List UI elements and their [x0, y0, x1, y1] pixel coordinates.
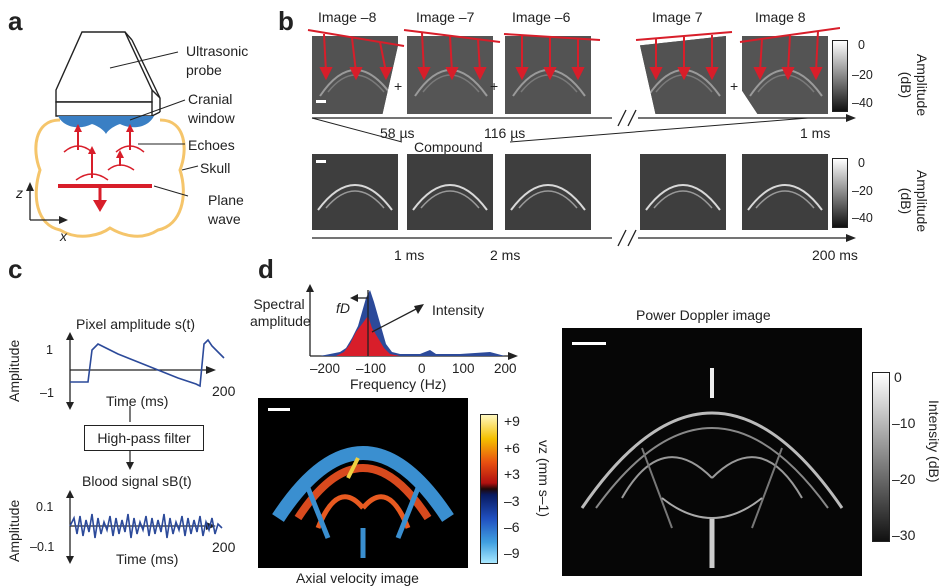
time-label-1: Time (ms) [106, 393, 169, 409]
us-image-bottom-1 [312, 154, 398, 230]
label-plane-wave: Plane wave [208, 192, 244, 227]
ytick-01: 0.1 [36, 500, 54, 514]
power-doppler-title: Power Doppler image [636, 307, 771, 323]
pixel-signal-line [70, 338, 225, 388]
intensity-label: Intensity [432, 302, 485, 318]
axis-label-z: z [16, 185, 23, 201]
fd-label: fD [336, 300, 350, 316]
intensity-colorbar [872, 372, 890, 542]
spectrum-plot [306, 284, 518, 360]
plus-sign-2: + [490, 78, 499, 94]
us-image-bottom-5 [742, 154, 828, 230]
axial-velocity-label: Axial velocity image [296, 570, 419, 586]
pixel-amplitude-plot [66, 332, 225, 410]
image-label-m6: Image –6 [512, 9, 571, 25]
freq-tick-100: 100 [452, 361, 475, 376]
image-label-m7: Image –7 [416, 9, 475, 25]
frequency-axis-label: Frequency (Hz) [350, 376, 447, 392]
tilted-wave-arrows [307, 27, 840, 81]
us-image-bottom-4 [640, 154, 726, 230]
time-label-2: Time (ms) [116, 551, 179, 567]
amplitude-colorbar-bottom [832, 158, 848, 228]
image-label-7: Image 7 [652, 9, 703, 25]
panel-letter-d: d [258, 254, 274, 284]
time-1ms-top: 1 ms [800, 125, 831, 141]
freq-tick-200: 200 [494, 361, 517, 376]
blood-signal-line [69, 513, 223, 539]
freq-tick-m200: –200 [310, 361, 341, 376]
freq-tick-0: 0 [418, 361, 426, 376]
pixel-amplitude-title: Pixel amplitude s(t) [76, 316, 196, 332]
label-cranial-window: Cranial window [188, 91, 235, 126]
cbar-bottom-tick-0: 0 [858, 156, 865, 170]
int-tick-m20: –20 [892, 471, 916, 487]
cbar-top-label: Amplitude (dB) [898, 53, 930, 117]
time-116us: 116 µs [484, 125, 526, 141]
cbar-top-tick-20: –20 [852, 68, 873, 82]
vel-tick-m3: –3 [504, 493, 520, 509]
panel-letter-b: b [278, 6, 294, 36]
filter-connectors [126, 406, 134, 470]
timeline-bottom [312, 229, 856, 247]
power-doppler-image [562, 328, 862, 576]
us-image-bottom-3 [505, 154, 591, 230]
label-skull: Skull [200, 160, 231, 176]
cbar-top-tick-0: 0 [858, 38, 865, 52]
timeline-top [311, 109, 856, 143]
int-tick-m10: –10 [892, 415, 916, 431]
velocity-colorbar-label: vz (mm s–1) [536, 440, 552, 517]
cranial-window [58, 116, 154, 134]
time-200ms: 200 ms [812, 247, 858, 263]
cbar-bottom-tick-40: –40 [852, 211, 873, 225]
axis-label-x: x [60, 228, 67, 244]
amplitude-colorbar-top [832, 40, 848, 112]
panel-letter-c: c [8, 254, 23, 284]
xtick-200-2: 200 [212, 539, 236, 555]
cbar-top-tick-40: –40 [852, 96, 873, 110]
intensity-colorbar-label: Intensity (dB) [926, 400, 942, 483]
velocity-colorbar [480, 414, 498, 564]
amplitude-ylabel-2: Amplitude [6, 499, 22, 562]
us-image-bottom-2 [407, 154, 493, 230]
int-tick-m30: –30 [892, 527, 916, 543]
cbar-bottom-label: Amplitude (dB) [898, 169, 930, 233]
xtick-200-1: 200 [212, 383, 236, 399]
probe-diagram [26, 31, 199, 238]
spectral-amplitude-label: Spectral amplitude [250, 296, 311, 329]
label-ultrasonic-probe: Ultrasonic probe [186, 43, 249, 78]
ytick-m1: –1 [40, 386, 54, 400]
image-label-m8: Image –8 [318, 9, 377, 25]
ytick-1: 1 [46, 343, 53, 357]
panel-letter-a: a [8, 6, 23, 36]
freq-tick-m100: –100 [356, 361, 387, 376]
blood-signal-title: Blood signal sB(t) [82, 473, 192, 489]
label-echoes: Echoes [188, 137, 235, 153]
plus-sign-1: + [394, 78, 403, 94]
time-58us: 58 µs [380, 125, 415, 141]
vel-tick-p6: +6 [504, 440, 520, 456]
time-1ms-bottom: 1 ms [394, 247, 425, 263]
time-2ms: 2 ms [490, 247, 521, 263]
int-tick-0: 0 [894, 369, 902, 385]
axial-velocity-image [258, 398, 468, 568]
vel-tick-m9: –9 [504, 545, 520, 561]
plus-sign-3: + [730, 78, 739, 94]
vel-tick-p9: +9 [504, 413, 520, 429]
ytick-m01: –0.1 [30, 540, 55, 554]
high-pass-filter-box: High-pass filter [84, 425, 204, 451]
cbar-bottom-tick-20: –20 [852, 184, 873, 198]
vel-tick-m6: –6 [504, 519, 520, 535]
compound-label: Compound [414, 139, 483, 155]
image-label-8: Image 8 [755, 9, 806, 25]
skull-outline [34, 118, 186, 238]
amplitude-ylabel-1: Amplitude [6, 339, 22, 402]
blood-signal-plot [66, 490, 223, 564]
ultrasonic-probe [55, 31, 153, 103]
vel-tick-p3: +3 [504, 466, 520, 482]
